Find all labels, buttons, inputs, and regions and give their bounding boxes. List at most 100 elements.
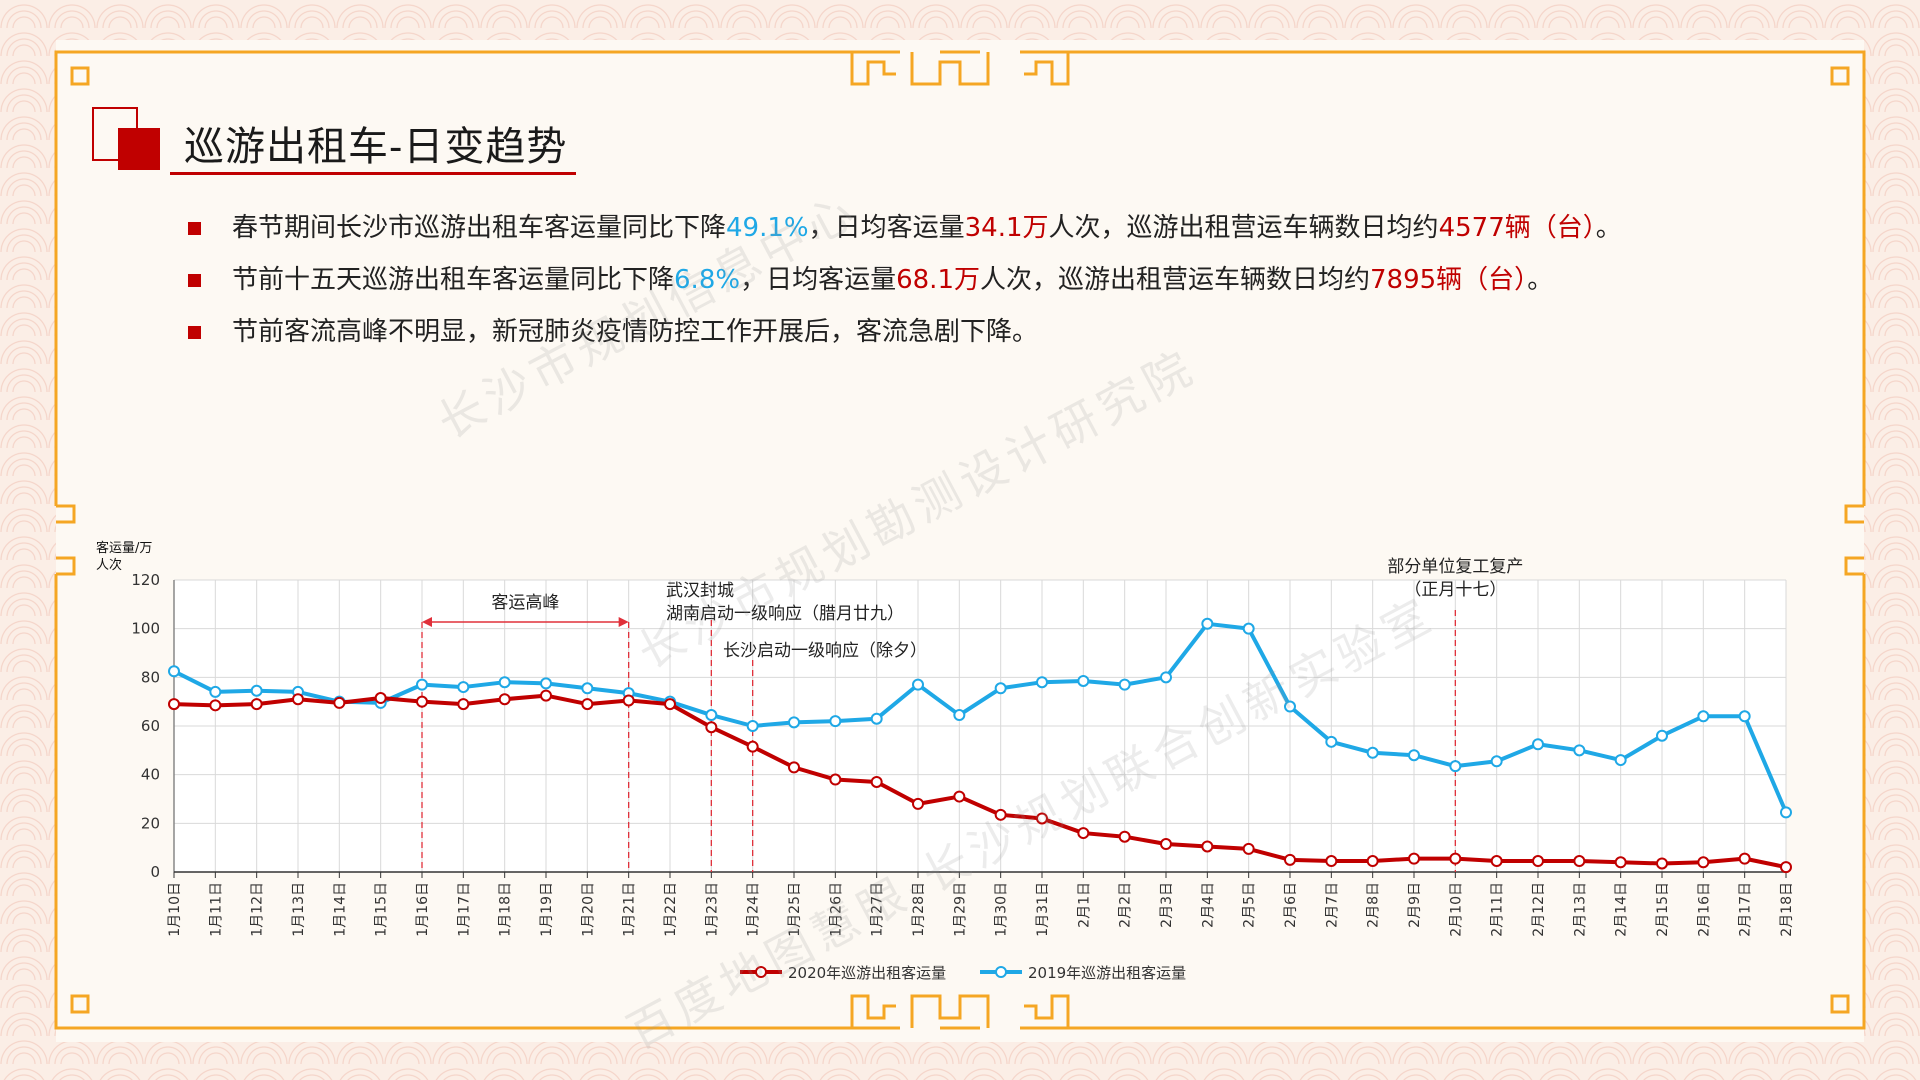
x-tick-label: 1月27日: [870, 882, 886, 937]
data-point: [622, 694, 635, 707]
annotation-label: 湖南启动一级响应（腊月廿九）: [666, 604, 904, 624]
data-point: [829, 715, 842, 728]
x-tick-label: 1月22日: [663, 882, 679, 937]
data-point: [1408, 852, 1420, 865]
annotation-label: 武汉封城: [666, 581, 734, 601]
title-underline: [170, 172, 576, 175]
x-tick-label: 2月6日: [1283, 882, 1299, 928]
x-tick-label: 1月28日: [911, 882, 927, 937]
data-point: [912, 797, 924, 810]
annotation-label: 部分单位复工复产: [1387, 557, 1523, 577]
bullet-segment: 34.1万: [964, 213, 1049, 243]
data-point: [1242, 842, 1255, 855]
data-point: [870, 712, 883, 725]
x-tick-label: 2月8日: [1366, 882, 1382, 928]
data-point: [1325, 855, 1338, 868]
data-point: [209, 685, 222, 698]
data-point: [581, 698, 594, 711]
data-point: [1160, 671, 1172, 684]
data-point: [374, 692, 387, 705]
bullet-segment: 7895辆（台）: [1370, 265, 1528, 295]
x-tick-label: 2月9日: [1407, 882, 1423, 928]
x-tick-label: 2月1日: [1076, 882, 1092, 928]
bullet-segment: 6.8%: [674, 265, 741, 295]
data-point: [994, 682, 1007, 695]
data-point: [1284, 853, 1296, 866]
series-line: [173, 693, 1787, 870]
data-point: [1656, 857, 1668, 870]
x-tick-label: 2月14日: [1614, 882, 1630, 937]
series-line: [173, 621, 1788, 814]
x-tick-label: 1月30日: [994, 882, 1010, 937]
data-point: [540, 689, 552, 702]
x-tick-label: 1月14日: [332, 882, 348, 937]
x-tick-label: 1月12日: [250, 882, 266, 937]
data-point: [788, 761, 800, 774]
data-point: [416, 695, 428, 708]
bullet-segment: 春节期间长沙市巡游出租车客运量同比下降: [232, 213, 727, 243]
data-point: [664, 698, 676, 711]
bullet-square-icon: [188, 222, 201, 235]
data-point: [705, 721, 718, 734]
x-tick-label: 1月10日: [167, 882, 183, 937]
x-tick-label: 1月31日: [1035, 882, 1051, 937]
bullet-segment: 。: [1595, 213, 1622, 243]
annotation-label: 长沙启动一级响应（除夕）: [723, 641, 927, 661]
data-point: [498, 676, 511, 689]
data-point: [1325, 735, 1338, 748]
bullet-item: 节前客流高峰不明显，新冠肺炎疫情防控工作开展后，客流急剧下降。: [186, 314, 1836, 366]
data-point: [1160, 838, 1172, 851]
bullet-segment: 节前十五天巡游出租车客运量同比下降: [232, 265, 675, 295]
data-point: [168, 698, 180, 711]
data-point: [1408, 749, 1420, 762]
data-point: [1036, 676, 1048, 689]
data-point: [540, 677, 552, 690]
x-tick-label: 2月3日: [1159, 882, 1175, 928]
data-point: [1656, 729, 1668, 742]
data-point: [1573, 855, 1586, 868]
bullet-square-icon: [188, 326, 201, 339]
data-point: [1780, 806, 1792, 819]
data-point: [581, 682, 594, 695]
x-tick-label: 2月11日: [1490, 882, 1506, 937]
data-point: [457, 681, 470, 694]
page-title: 巡游出租车-日变趋势: [184, 125, 568, 169]
data-point: [1449, 852, 1462, 865]
x-tick-label: 1月29日: [952, 882, 968, 937]
bullet-segment: 49.1%: [726, 213, 809, 243]
bullet-text: 节前十五天巡游出租车客运量同比下降6.8%，日均客运量68.1万人次，巡游出租营…: [232, 265, 1553, 295]
x-tick-label: 2月16日: [1696, 882, 1712, 937]
bullet-segment: 人次，巡游出租营运车辆数日均约: [1048, 213, 1439, 243]
y-tick-label: 40: [141, 766, 160, 784]
data-point: [498, 693, 511, 706]
x-tick-label: 2月13日: [1572, 882, 1588, 937]
data-point: [1118, 678, 1131, 691]
bullet-segment: 4577辆（台）: [1438, 213, 1596, 243]
x-tick-label: 1月11日: [208, 882, 224, 937]
y-tick-label: 80: [141, 668, 160, 686]
data-point: [168, 665, 180, 678]
x-tick-label: 1月13日: [291, 882, 307, 937]
x-tick-label: 2月10日: [1448, 882, 1464, 937]
bullet-segment: 68.1万: [896, 265, 980, 295]
data-point: [209, 699, 222, 712]
data-point: [250, 684, 263, 697]
bullet-segment: 节前客流高峰不明显，新冠肺炎疫情防控工作开展后，客流急剧下降。: [232, 317, 1039, 347]
data-point: [953, 790, 966, 803]
x-tick-label: 2月12日: [1531, 882, 1547, 937]
data-point: [705, 709, 718, 722]
x-tick-label: 2月18日: [1779, 882, 1795, 937]
legend-marker: [755, 966, 767, 978]
data-point: [870, 775, 883, 788]
legend-label: 2019年巡游出租客运量: [1028, 964, 1186, 982]
x-tick-label: 1月20日: [580, 882, 596, 937]
bullet-item: 春节期间长沙市巡游出租车客运量同比下降49.1%，日均客运量34.1万人次，巡游…: [186, 210, 1836, 262]
data-point: [746, 720, 759, 732]
data-point: [1780, 861, 1792, 874]
y-axis-label: 客运量/万: [96, 540, 152, 556]
bullet-segment: ，日均客运量: [808, 213, 965, 243]
data-point: [292, 693, 304, 706]
x-tick-label: 1月16日: [415, 882, 431, 937]
range-arrow-head: [618, 617, 629, 627]
data-point: [1532, 855, 1544, 868]
